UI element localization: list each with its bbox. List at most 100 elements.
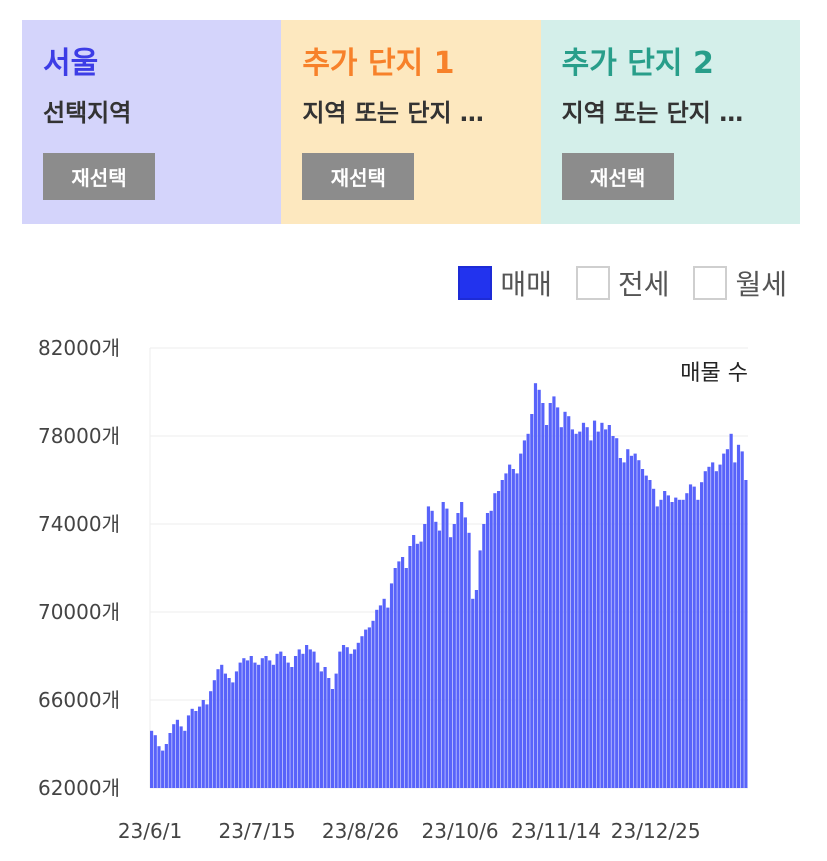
bar	[500, 480, 504, 788]
bar	[268, 660, 272, 788]
bar	[364, 629, 368, 788]
bar	[223, 673, 228, 788]
bar	[463, 517, 467, 788]
bar	[677, 499, 682, 788]
bar	[685, 493, 689, 788]
bar	[744, 480, 748, 788]
bar	[338, 651, 342, 788]
bar	[522, 440, 527, 788]
bar	[700, 482, 704, 788]
legend-item-monthly-rent[interactable]: 월세	[693, 263, 787, 303]
bar	[253, 662, 257, 788]
bar	[220, 664, 224, 788]
checkbox-icon[interactable]	[575, 266, 610, 300]
checkbox-icon[interactable]	[693, 266, 728, 300]
bar	[408, 546, 412, 788]
bar	[168, 733, 172, 788]
bar	[596, 431, 600, 788]
region-card-seoul[interactable]: 서울 선택지역 재선택	[22, 20, 282, 224]
bar	[533, 383, 538, 788]
bar	[574, 433, 578, 788]
bar	[257, 664, 261, 788]
bar	[260, 658, 264, 788]
bar	[249, 656, 253, 788]
bar	[585, 427, 589, 788]
reselect-button[interactable]: 재선택	[561, 153, 674, 200]
bar	[212, 680, 216, 788]
y-tick-label: 66000개	[38, 688, 120, 712]
bar	[415, 543, 419, 788]
bar	[489, 510, 493, 788]
x-tick-label: 23/8/26	[322, 819, 399, 843]
bar	[412, 535, 416, 788]
bar	[707, 466, 711, 788]
bar	[615, 438, 619, 788]
bar	[618, 458, 622, 788]
bar	[360, 636, 364, 788]
bar	[279, 651, 283, 788]
x-tick-label: 23/6/1	[118, 819, 182, 843]
bar	[537, 389, 541, 788]
bar	[216, 669, 220, 788]
bar	[319, 671, 323, 788]
bar	[640, 469, 645, 788]
bar	[563, 411, 567, 788]
bar	[541, 403, 545, 788]
bar	[161, 750, 165, 788]
bar	[456, 513, 460, 788]
bar	[209, 691, 213, 788]
bar	[611, 436, 615, 788]
region-card-extra-1[interactable]: 추가 단지 1 지역 또는 단지 … 재선택	[281, 20, 541, 224]
bar	[559, 427, 563, 788]
bar	[157, 746, 161, 788]
bar	[353, 649, 357, 788]
bar	[194, 711, 198, 788]
bar	[729, 433, 733, 788]
bar	[275, 653, 279, 788]
y-tick-label: 74000개	[38, 512, 120, 536]
region-card-extra-2[interactable]: 추가 단지 2 지역 또는 단지 … 재선택	[540, 20, 800, 224]
reselect-button[interactable]: 재선택	[302, 153, 415, 200]
bar	[305, 645, 309, 788]
bar	[245, 660, 250, 788]
bar	[356, 642, 360, 788]
bar	[179, 726, 183, 788]
checkbox-icon[interactable]	[458, 266, 493, 300]
x-tick-label: 23/12/25	[611, 819, 701, 843]
bar	[485, 513, 490, 788]
bar	[437, 530, 442, 788]
x-tick-label: 23/7/15	[218, 819, 295, 843]
bar	[655, 506, 659, 788]
bar	[404, 568, 408, 788]
bar	[186, 715, 191, 788]
y-axis: 62000개 66000개 70000개 74000개 78000개 82000개	[38, 336, 120, 800]
bar	[733, 462, 737, 788]
bar	[633, 453, 637, 788]
bar	[515, 473, 519, 788]
bar	[670, 502, 674, 788]
bar	[556, 407, 560, 788]
bar	[711, 462, 715, 788]
bar	[349, 653, 353, 788]
bar	[663, 491, 667, 788]
bar	[581, 422, 586, 788]
bar	[334, 673, 338, 788]
bar	[378, 605, 383, 788]
region-name: 서울	[43, 46, 99, 81]
bar	[172, 724, 176, 788]
legend-item-sale[interactable]: 매매	[458, 263, 552, 303]
bar	[197, 706, 202, 788]
bar	[592, 420, 597, 788]
bar	[389, 583, 394, 788]
bar	[308, 649, 312, 788]
bar	[696, 499, 700, 788]
y-tick-label: 62000개	[38, 776, 120, 800]
bar	[570, 429, 574, 788]
bar	[286, 662, 290, 788]
region-subtitle: 지역 또는 단지 …	[561, 99, 744, 127]
reselect-button[interactable]: 재선택	[43, 153, 155, 200]
x-tick-label: 23/11/14	[511, 819, 601, 843]
bar	[692, 486, 696, 788]
y-tick-label: 78000개	[38, 424, 120, 448]
legend-item-jeonse[interactable]: 전세	[575, 263, 669, 303]
